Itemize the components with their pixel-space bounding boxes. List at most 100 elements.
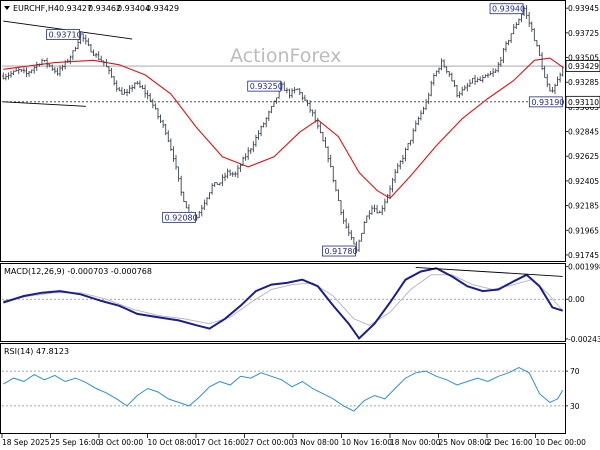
ohlc-bar	[460, 86, 464, 96]
ohlc-bar	[174, 155, 178, 170]
ohlc-bar	[290, 88, 294, 98]
ohlc-bar	[326, 146, 330, 163]
ohlc-bar	[502, 48, 505, 64]
ohlc-bar	[159, 114, 162, 124]
annotation-1: 0.93940	[489, 3, 525, 15]
ohlc-bar	[112, 76, 116, 86]
ohlc-bar	[466, 83, 469, 92]
ohlc-bar	[71, 50, 75, 61]
ohlc-bar	[133, 82, 136, 90]
ohlc-bar	[314, 109, 317, 123]
price-tick-label: 0.93505	[568, 54, 599, 63]
ohlc-bar	[303, 94, 307, 102]
ohlc-bar	[422, 106, 425, 115]
ohlc-bar	[105, 59, 108, 68]
ohlc-bar	[476, 77, 479, 83]
ohlc-bar	[352, 237, 356, 245]
ohlc-bar	[252, 141, 255, 153]
ohlc-bar	[136, 81, 139, 85]
ohlc-bar	[463, 85, 466, 91]
current-price-label: 0.93429	[568, 62, 599, 71]
ohlc-bar	[373, 204, 376, 212]
ohlc-bar	[203, 199, 206, 211]
ohlc-bar	[499, 56, 503, 67]
ohlc-bar	[151, 98, 155, 109]
ohlc-bar	[342, 209, 345, 224]
ohlc-bar	[164, 123, 167, 136]
ohlc-bar	[38, 63, 41, 67]
ohlc-bar	[241, 156, 245, 166]
ohlc-bar	[53, 67, 57, 74]
ohlc-bar	[383, 198, 387, 212]
ohlc-bar	[17, 67, 20, 75]
ohlc-bar	[337, 189, 340, 202]
ohlc-bar	[236, 164, 240, 178]
ohlc-bar	[427, 92, 430, 105]
macd-signal-line	[3, 274, 564, 326]
ohlc-bar	[146, 90, 149, 100]
ohlc-bar	[417, 116, 420, 126]
ohlc-bar	[504, 41, 508, 52]
ohlc-bar	[285, 87, 289, 94]
ohlc-bar	[517, 18, 521, 26]
ohlc-bar	[283, 81, 286, 91]
ohlc-bar	[411, 128, 415, 144]
ohlc-bar	[228, 169, 232, 176]
ohlc-bar	[141, 85, 144, 90]
ohlc-bar	[424, 99, 428, 110]
annotation-label: 0.93940	[492, 5, 525, 14]
ohlc-bar	[453, 79, 456, 87]
annotation-box	[162, 211, 197, 223]
ohlc-bar	[221, 174, 224, 186]
ohlc-bar	[138, 80, 142, 89]
ohlc-bar	[435, 70, 438, 77]
ohlc-bar	[143, 84, 147, 98]
ohlc-bar	[288, 88, 291, 99]
time-axis: 18 Sep 2025 25 Sep 16:003 Oct 00:00 10 Oct…	[1, 434, 586, 447]
annotation-label: 0.93250	[250, 82, 283, 91]
macd-tick-label: -0.002434	[568, 335, 600, 344]
symbol-header: EURCHF,H4	[13, 4, 59, 13]
price-header: EURCHF,H4 0.93427 0.93462 0.93404 0.9342…	[4, 4, 179, 13]
ohlc-bar	[329, 154, 332, 168]
ohlc-bar	[515, 22, 518, 29]
ohlc-bar	[553, 83, 557, 95]
ohlc-bar	[319, 122, 322, 134]
ohlc-bar	[339, 200, 343, 216]
ohlc-bar	[226, 168, 229, 179]
ohlc-bar	[468, 79, 472, 88]
collapse-triangle-icon	[4, 6, 10, 10]
rsi-tick-label: 30	[570, 402, 580, 411]
ohlc-bar	[246, 147, 250, 160]
ohlc-bar	[414, 120, 417, 132]
ohlc-bar	[409, 139, 412, 146]
ohlc-bar	[257, 130, 260, 140]
ohlc-bar	[156, 108, 160, 120]
trendline-1	[3, 101, 86, 107]
ohlc-bar	[208, 192, 211, 200]
ohlc-high: 0.93462	[88, 4, 121, 13]
rsi-plot: 70 30	[2, 367, 580, 412]
ohlc-bar	[125, 88, 129, 97]
ohlc-bar	[48, 64, 51, 68]
ohlc-bar	[40, 58, 44, 66]
ohlc-bar	[301, 91, 304, 101]
ohlc-bar	[20, 69, 23, 73]
ohlc-bar	[58, 65, 62, 77]
ohlc-bar	[270, 106, 273, 114]
macd-plot: 0.001998 0.00 -0.002434	[2, 263, 600, 344]
annotation-0: 0.93710	[46, 29, 82, 40]
ohlc-bar	[396, 163, 399, 174]
current-price-tag	[565, 60, 600, 72]
ohlc-bar	[30, 69, 33, 74]
ohlc-bar	[404, 147, 407, 162]
ohlc-bar	[179, 175, 183, 196]
annotation-3: 0.93190	[528, 96, 564, 108]
ohlc-bar	[161, 119, 165, 128]
price-grid	[2, 65, 564, 103]
ohlc-bar	[100, 55, 103, 62]
time-tick-label: 25 Sep 16:00	[51, 438, 101, 447]
macd-trendline	[415, 266, 563, 277]
moving-average-line	[3, 57, 564, 200]
